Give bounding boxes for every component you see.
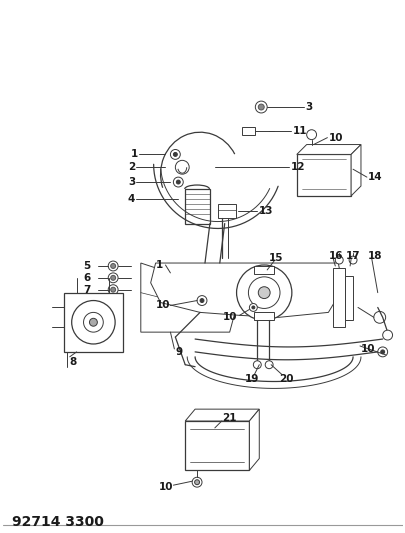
Text: 19: 19 [244, 374, 258, 384]
Bar [296, 155, 350, 196]
Circle shape [111, 276, 115, 280]
Circle shape [306, 130, 316, 140]
Text: 5: 5 [83, 261, 91, 271]
Bar [217, 204, 235, 217]
Bar [185, 189, 209, 223]
Circle shape [264, 361, 273, 369]
Circle shape [258, 287, 269, 298]
Bar [64, 293, 123, 352]
Text: 10: 10 [155, 301, 170, 311]
Text: 9: 9 [175, 347, 182, 357]
Bar [344, 276, 352, 320]
Circle shape [111, 287, 115, 292]
Text: 21: 21 [221, 413, 236, 423]
Circle shape [170, 149, 180, 159]
Circle shape [253, 361, 260, 369]
Text: 10: 10 [222, 312, 237, 322]
Circle shape [377, 347, 387, 357]
Circle shape [382, 330, 392, 340]
Circle shape [72, 301, 115, 344]
Bar [241, 127, 255, 135]
Text: 7: 7 [83, 285, 91, 295]
Circle shape [251, 306, 254, 309]
Circle shape [380, 350, 384, 354]
Bar [185, 421, 249, 470]
Circle shape [192, 477, 202, 487]
Text: 17: 17 [345, 251, 360, 261]
Circle shape [249, 303, 257, 311]
Circle shape [194, 480, 199, 484]
Text: 1: 1 [156, 260, 163, 270]
Text: 2: 2 [128, 162, 135, 172]
Circle shape [248, 277, 279, 309]
Circle shape [236, 265, 291, 320]
Circle shape [108, 273, 118, 283]
Text: 1: 1 [130, 149, 138, 159]
Circle shape [258, 104, 264, 110]
Text: 4: 4 [128, 194, 135, 204]
Polygon shape [150, 263, 342, 317]
Circle shape [335, 256, 342, 264]
Circle shape [175, 160, 189, 174]
Circle shape [173, 177, 183, 187]
Text: 6: 6 [83, 273, 91, 283]
Bar [333, 268, 344, 327]
Text: 16: 16 [328, 251, 342, 261]
Text: 11: 11 [292, 126, 307, 136]
Text: 20: 20 [278, 374, 293, 384]
Text: 12: 12 [290, 162, 305, 172]
Text: 13: 13 [259, 206, 273, 216]
Circle shape [111, 263, 115, 269]
Bar [254, 266, 273, 274]
Polygon shape [350, 144, 360, 196]
Bar [254, 312, 273, 320]
Circle shape [173, 152, 177, 156]
Text: 15: 15 [269, 253, 283, 263]
Text: 10: 10 [158, 482, 173, 492]
Polygon shape [296, 144, 360, 155]
Text: 10: 10 [360, 344, 375, 354]
Polygon shape [141, 263, 239, 332]
Circle shape [200, 298, 203, 303]
Circle shape [83, 312, 103, 332]
Text: 3: 3 [128, 177, 135, 187]
Circle shape [108, 261, 118, 271]
Circle shape [255, 101, 266, 113]
Text: 14: 14 [367, 172, 382, 182]
Circle shape [108, 285, 118, 295]
Text: 10: 10 [328, 133, 342, 143]
Circle shape [196, 296, 207, 305]
Circle shape [348, 256, 356, 264]
Text: 18: 18 [367, 251, 382, 261]
Circle shape [373, 311, 385, 323]
Text: 92714 3300: 92714 3300 [13, 515, 104, 529]
Circle shape [89, 318, 97, 326]
Text: 3: 3 [305, 102, 312, 112]
Text: 8: 8 [70, 357, 77, 367]
Polygon shape [249, 409, 259, 470]
Circle shape [176, 180, 180, 184]
Polygon shape [185, 409, 259, 421]
